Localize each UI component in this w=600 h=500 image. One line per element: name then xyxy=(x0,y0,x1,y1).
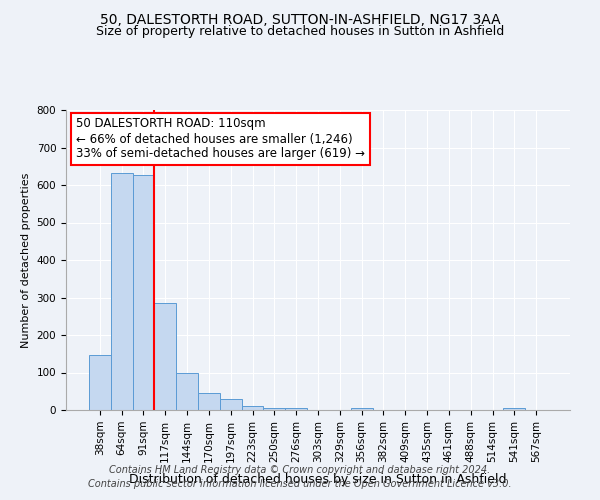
Y-axis label: Number of detached properties: Number of detached properties xyxy=(21,172,31,348)
Text: 50, DALESTORTH ROAD, SUTTON-IN-ASHFIELD, NG17 3AA: 50, DALESTORTH ROAD, SUTTON-IN-ASHFIELD,… xyxy=(100,12,500,26)
Bar xyxy=(351,408,373,410)
Bar xyxy=(176,372,198,410)
Bar xyxy=(242,406,263,410)
Bar xyxy=(89,354,111,410)
Bar xyxy=(220,399,242,410)
Bar xyxy=(154,303,176,410)
Text: Size of property relative to detached houses in Sutton in Ashfield: Size of property relative to detached ho… xyxy=(96,25,504,38)
Bar xyxy=(133,175,154,410)
Text: 50 DALESTORTH ROAD: 110sqm
← 66% of detached houses are smaller (1,246)
33% of s: 50 DALESTORTH ROAD: 110sqm ← 66% of deta… xyxy=(76,118,365,160)
Bar xyxy=(263,408,285,410)
Bar xyxy=(111,173,133,410)
Bar xyxy=(198,393,220,410)
X-axis label: Distribution of detached houses by size in Sutton in Ashfield: Distribution of detached houses by size … xyxy=(129,473,507,486)
Text: Contains HM Land Registry data © Crown copyright and database right 2024.
Contai: Contains HM Land Registry data © Crown c… xyxy=(88,465,512,489)
Bar xyxy=(285,408,307,410)
Bar xyxy=(503,408,525,410)
